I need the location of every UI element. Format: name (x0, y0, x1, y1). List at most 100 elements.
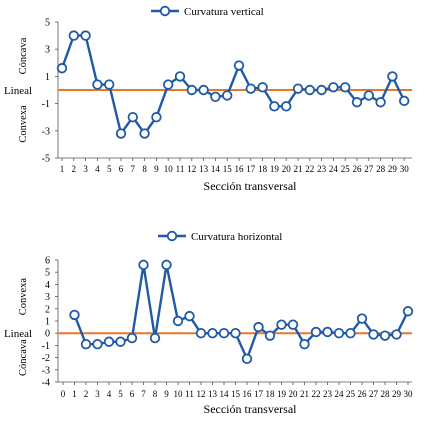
chart2-y-tick-label: 2 (45, 304, 50, 315)
chart2-y-tick-label: -3 (42, 365, 50, 376)
chart1-y-tick-label: 3 (45, 45, 50, 56)
chart2-data-point (115, 336, 126, 347)
chart2-x-tick-label: 23 (323, 389, 333, 399)
chart2-x-tick-label: 14 (220, 389, 230, 399)
chart1-x-tick-label: 5 (107, 164, 112, 174)
chart1-x-tick-label: 11 (176, 164, 185, 174)
chart1-data-point (80, 30, 91, 41)
chart2-x-tick-label: 8 (153, 389, 158, 399)
chart2-x-tick-label: 7 (141, 389, 146, 399)
chart2-y-tick-label: 3 (45, 292, 50, 303)
chart1-y-tick-label: -3 (42, 126, 50, 137)
chart1-x-tick-label: 30 (400, 164, 410, 174)
chart2-y-tick-label: 0 (45, 329, 50, 340)
chart2-data-point (379, 330, 391, 341)
chart2-x-tick-label: 1 (72, 389, 77, 399)
chart1-data-point (103, 79, 115, 90)
chart1-data-point (139, 128, 150, 139)
chart1-data-point (257, 82, 268, 93)
chart2-data-point (241, 353, 253, 365)
chart1-x-tick-label: 17 (246, 164, 256, 174)
chart2-y-tick-label: -4 (42, 378, 50, 389)
chart2-data-point (207, 328, 218, 339)
chart2-x-tick-label: 10 (174, 389, 184, 399)
chart1-data-point (399, 95, 410, 107)
chart2-x-tick-label: 11 (185, 389, 194, 399)
chart1-data-point (363, 90, 375, 101)
chart2-data-point (356, 313, 368, 324)
chart1-data-point (198, 84, 209, 96)
chart2-y-label-mid: Lineal (4, 328, 32, 340)
chart1-x-tick-label: 23 (317, 164, 327, 174)
chart2-data-point (184, 310, 195, 322)
chart2-x-tick-label: 28 (381, 389, 391, 399)
chart1-data-point (316, 84, 327, 96)
chart1-data-point (151, 111, 162, 123)
chart1-x-tick-label: 20 (282, 164, 292, 174)
chart2-x-tick-label: 3 (95, 389, 100, 399)
chart1-data-point (375, 97, 386, 108)
chart2-data-point (333, 328, 345, 339)
chart2-x-tick-label: 12 (197, 389, 206, 399)
chart1-data-point (304, 84, 316, 96)
chart1-x-tick-label: 19 (270, 164, 280, 174)
chart2-y-tick-label: 4 (45, 280, 50, 291)
chart2-data-point (172, 315, 184, 327)
chart2-data-point (69, 309, 80, 321)
chart1-data-point (56, 63, 68, 74)
chart2-data-point (80, 338, 92, 350)
chart1-y-tick-label: 5 (45, 18, 50, 29)
chart1-y-label-bottom: Convexa (18, 105, 29, 143)
chart2-data-point (322, 326, 333, 338)
chart1-data-point (351, 97, 363, 108)
chart2-y-label-top: Convexa (18, 278, 29, 316)
chart1-y-label-mid: Lineal (4, 85, 32, 97)
chart1-x-tick-label: 8 (142, 164, 147, 174)
chart2-x-tick-label: 6 (130, 389, 135, 399)
chart1-x-tick-label: 16 (235, 164, 245, 174)
chart1-x-axis-title: Sección transversal (204, 179, 298, 193)
chart2-y-label-bottom: Cóncava (18, 339, 29, 376)
chart1-legend-label: Curvatura vertical (184, 6, 264, 18)
chart2-x-tick-label: 30 (404, 389, 414, 399)
chart1-data-point (292, 83, 304, 94)
chart2-y-tick-label: 6 (45, 256, 50, 267)
chart1-x-tick-label: 24 (329, 164, 339, 174)
chart2-data-point (149, 332, 161, 344)
chart2-x-tick-label: 16 (243, 389, 253, 399)
chart2-x-tick-label: 17 (254, 389, 264, 399)
chart1-data-point (210, 91, 221, 103)
chart1-data-point (127, 111, 139, 123)
chart1-y-label-top: Cóncava (18, 37, 29, 74)
chart2-x-tick-label: 4 (107, 389, 112, 399)
chart2-x-tick-label: 21 (300, 389, 309, 399)
chart1-data-point (186, 84, 198, 96)
chart1-x-tick-label: 14 (211, 164, 221, 174)
chart2-data-point (195, 328, 207, 339)
chart1-x-tick-label: 4 (95, 164, 100, 174)
chart1-x-tick-label: 26 (353, 164, 363, 174)
chart1-data-point (269, 101, 280, 112)
chart1-data-point (340, 82, 351, 93)
chart1-x-tick-label: 28 (376, 164, 386, 174)
chart1-data-point (92, 79, 103, 90)
chart2-legend-label: Curvatura horizontal (191, 231, 282, 243)
chart2-data-point (253, 321, 264, 333)
chart1-x-tick-label: 29 (388, 164, 398, 174)
chart2-data-point (402, 306, 414, 317)
chart1-legend-marker (159, 5, 171, 17)
chart1-x-tick-label: 22 (305, 164, 314, 174)
chart2-x-tick-label: 24 (335, 389, 345, 399)
chart2-data-point (230, 328, 241, 339)
chart1-data-point (68, 30, 80, 41)
chart2-x-tick-label: 9 (164, 389, 169, 399)
chart2-y-tick-label: 5 (45, 268, 50, 279)
chart2-x-tick-label: 5 (118, 389, 123, 399)
chart2-y-tick-label: -2 (42, 353, 50, 364)
chart2-x-tick-label: 29 (392, 389, 402, 399)
chart1-x-tick-label: 3 (83, 164, 88, 174)
chart1-x-tick-label: 13 (199, 164, 209, 174)
chart2-data-point (299, 338, 310, 350)
chart1-data-point (115, 128, 127, 139)
